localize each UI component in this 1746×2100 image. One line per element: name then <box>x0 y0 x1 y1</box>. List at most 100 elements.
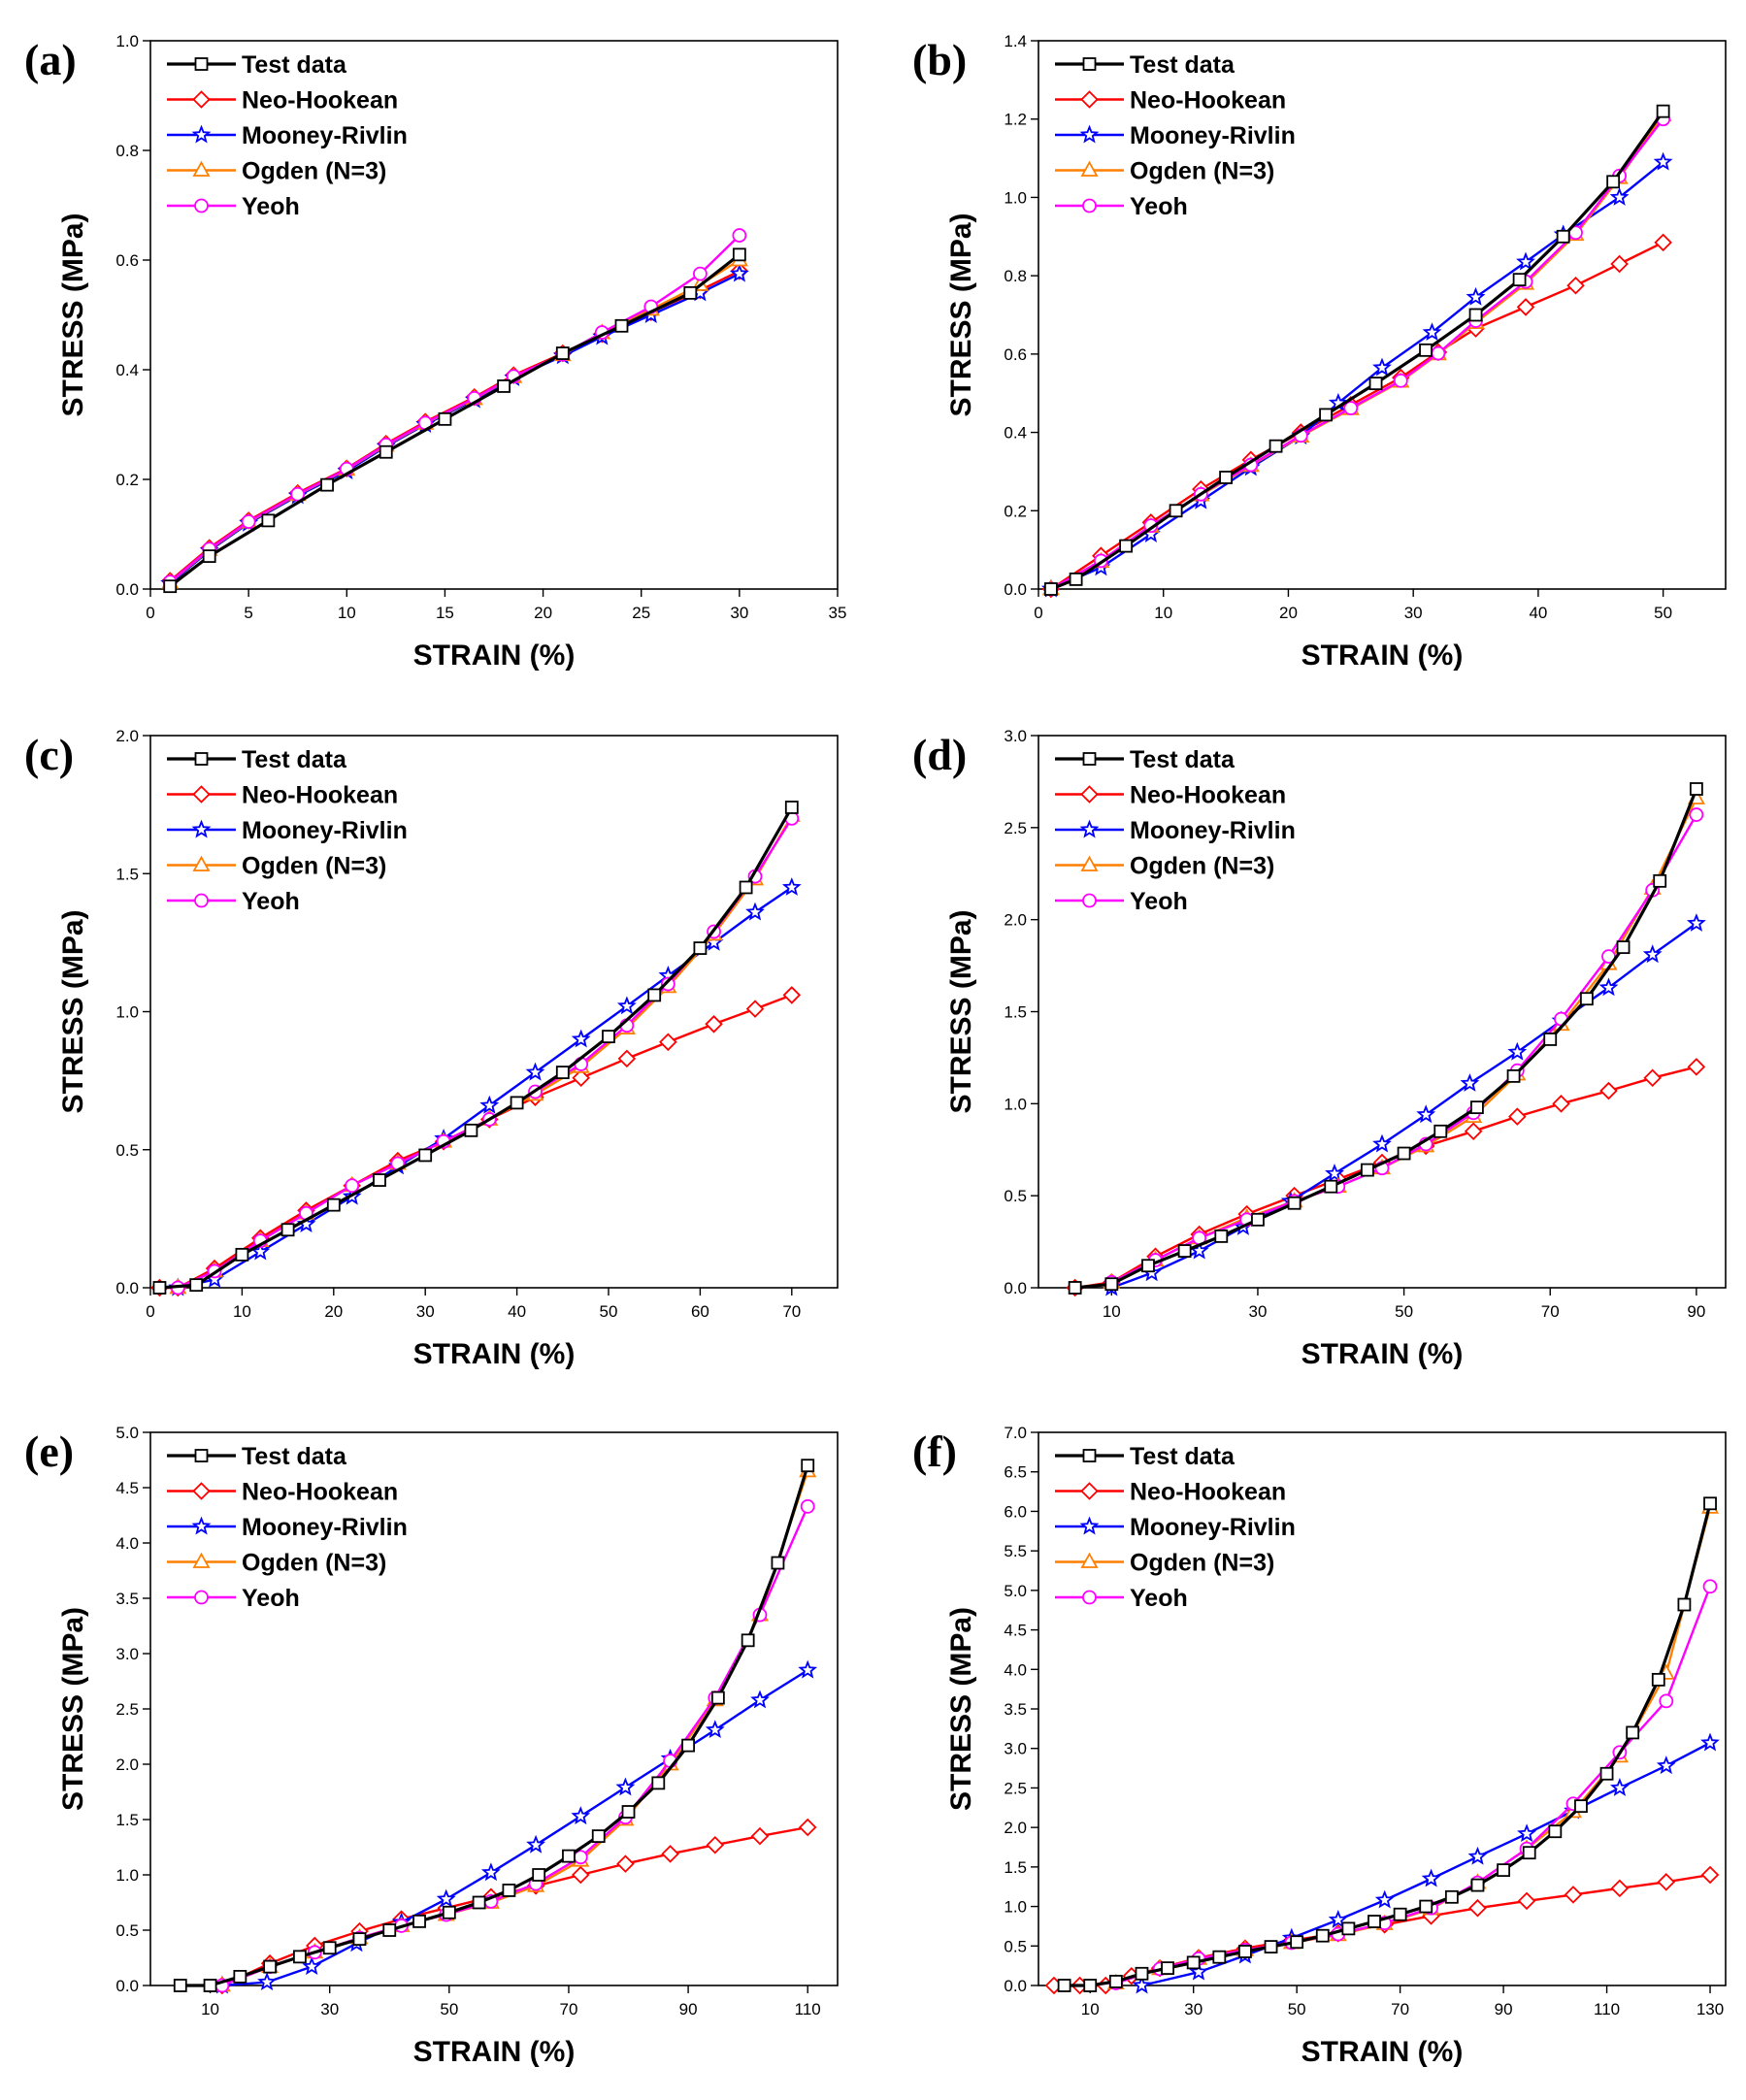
data-point-test <box>532 1868 546 1882</box>
data-point-mooney <box>1374 1889 1395 1909</box>
chart-panel-4: 10 30 50 70 90 110 0.0 0.5 1.0 1.5 2.0 2.5 3.0 3.5 4.0… <box>24 1424 839 2068</box>
legend-label-mooney: Mooney-Rivlin <box>242 817 408 844</box>
data-point-test <box>651 1776 666 1790</box>
y-tick-label: 0.0 <box>1004 1977 1027 1995</box>
x-tick-label: 10 <box>1103 1302 1121 1321</box>
data-point-neo <box>571 1865 590 1885</box>
legend-marker-test <box>194 1449 209 1462</box>
y-tick-label: 3.5 <box>115 1590 139 1608</box>
data-point-neo <box>1508 1107 1527 1126</box>
series-line-neo <box>1050 241 1664 590</box>
data-point-test <box>1361 1163 1374 1177</box>
data-point-yeoh <box>1343 401 1359 415</box>
data-point-test <box>1251 1212 1265 1227</box>
data-point-test <box>1057 1979 1071 1992</box>
y-tick-label: 0.4 <box>115 361 139 379</box>
y-tick-label: 0.0 <box>115 1279 139 1297</box>
legend-label-yeoh: Yeoh <box>1130 193 1188 220</box>
data-point-test <box>1319 408 1333 422</box>
data-point-test <box>1214 1229 1229 1243</box>
data-point-test <box>189 1278 204 1293</box>
x-tick-label: 70 <box>1391 2000 1409 2018</box>
data-point-test <box>1419 1899 1433 1914</box>
data-point-test <box>173 1979 187 1992</box>
data-point-test <box>739 880 753 895</box>
data-point-neo <box>661 1845 679 1863</box>
legend-label-mooney: Mooney-Rivlin <box>1130 122 1296 149</box>
x-tick-label: 30 <box>1404 604 1423 622</box>
x-tick-label: 10 <box>1081 2000 1100 2018</box>
data-point-neo <box>706 1835 725 1854</box>
legend: Test data Neo-Hookean Mooney-Rivlin Ogden (… <box>1055 1443 1296 1612</box>
data-point-yeoh <box>660 976 675 992</box>
data-point-mooney <box>1372 1133 1392 1153</box>
data-point-test <box>1324 1179 1338 1194</box>
legend-label-neo: Neo-Hookean <box>1130 87 1286 115</box>
data-point-test <box>1656 104 1670 118</box>
series-line-mooney <box>1141 1741 1711 1987</box>
data-point-test <box>472 1895 486 1910</box>
y-tick-label: 1.0 <box>1004 188 1027 207</box>
data-point-neo <box>705 1015 723 1034</box>
series-test <box>1068 782 1703 1295</box>
data-point-test <box>621 1805 636 1819</box>
y-tick-label: 3.0 <box>1004 727 1027 745</box>
y-tick-label: 1.5 <box>1004 1003 1027 1022</box>
legend-label-test: Test data <box>242 746 347 773</box>
panel-label: (e) <box>24 1427 74 1476</box>
data-point-neo <box>1516 298 1535 316</box>
data-point-test <box>1579 992 1594 1006</box>
legend-marker-mooney <box>191 1516 212 1535</box>
data-point-test <box>1287 1196 1301 1210</box>
chart-panel-1: 0 10 20 30 40 50 0.0 0.2 0.4 0.6 0.8 1.0 1.2 1.4 STRAI… <box>912 32 1727 672</box>
legend-marker-test <box>1082 1449 1097 1462</box>
x-tick-label: 70 <box>1541 1302 1560 1321</box>
legend-marker-yeoh <box>1082 893 1097 908</box>
legend-label-ogden: Ogden (N=3) <box>242 1550 386 1577</box>
data-point-mooney <box>1507 1041 1528 1061</box>
data-point-test <box>1703 1496 1717 1511</box>
legend-label-test: Test data <box>242 51 347 79</box>
data-point-mooney <box>1132 1975 1152 1994</box>
legend-marker-neo <box>1080 90 1099 109</box>
legend-label-mooney: Mooney-Rivlin <box>1130 1514 1296 1541</box>
legend: Test data Neo-Hookean Mooney-Rivlin Ogden (… <box>167 51 408 220</box>
legend-marker-neo <box>1080 785 1099 804</box>
data-point-mooney <box>1189 1961 1208 1981</box>
data-point-test <box>1522 1846 1536 1860</box>
x-tick-label: 15 <box>436 604 454 622</box>
data-point-test <box>1470 1100 1484 1115</box>
data-point-mooney <box>781 877 802 896</box>
data-point-mooney <box>1421 1868 1441 1887</box>
data-point-test <box>1367 1915 1381 1928</box>
data-point-test <box>442 1905 456 1920</box>
legend-marker-test <box>1082 57 1097 71</box>
data-point-test <box>382 1923 397 1937</box>
legend-marker-yeoh <box>194 198 209 213</box>
legend-label-yeoh: Yeoh <box>1130 1585 1188 1612</box>
data-point-test <box>1219 471 1233 484</box>
data-point-mooney <box>479 1095 500 1114</box>
legend-marker-yeoh <box>1082 198 1097 213</box>
y-tick-label: 0.5 <box>115 1141 139 1160</box>
data-point-test <box>741 1633 755 1648</box>
y-tick-label: 0.0 <box>1004 580 1027 599</box>
data-point-test <box>1468 308 1483 322</box>
x-tick-label: 40 <box>508 1302 526 1321</box>
data-point-test <box>203 1979 217 1992</box>
series-yeoh <box>1104 807 1704 1290</box>
data-point-mooney <box>1466 286 1486 306</box>
y-tick-label: 2.5 <box>115 1700 139 1719</box>
y-axis-label: STRESS (MPa) <box>57 1607 89 1811</box>
x-tick-label: 40 <box>1529 604 1547 622</box>
x-tick-label: 130 <box>1697 2000 1724 2018</box>
data-point-mooney <box>1325 1163 1345 1182</box>
data-point-test <box>1108 1975 1123 1988</box>
data-point-mooney <box>745 902 765 921</box>
data-point-test <box>1616 940 1631 955</box>
data-point-test <box>326 1198 341 1212</box>
legend-label-neo: Neo-Hookean <box>242 782 398 809</box>
data-point-neo <box>659 1033 677 1052</box>
data-point-mooney <box>1460 1073 1480 1092</box>
y-tick-label: 0.6 <box>1004 345 1027 364</box>
